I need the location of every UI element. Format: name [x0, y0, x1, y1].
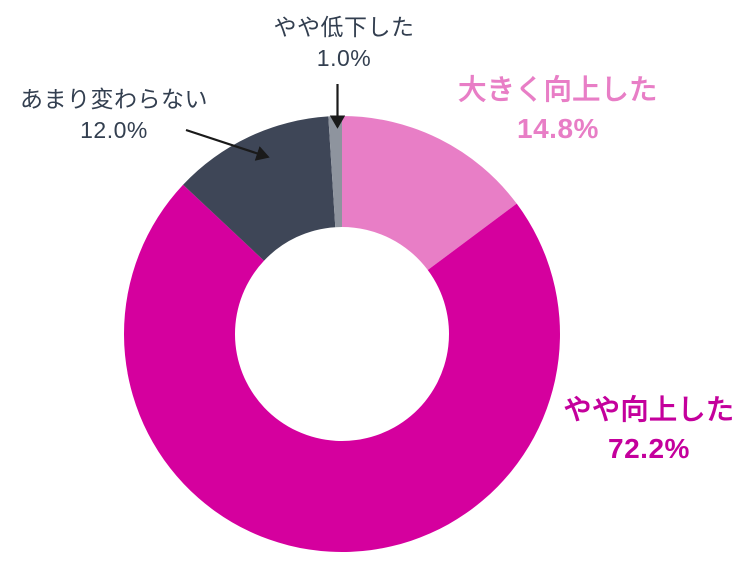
label-no-change: あまり変わらない 12.0% — [20, 84, 208, 146]
slice-slight-improvement — [123, 184, 560, 553]
slice-slight-decline — [328, 115, 342, 228]
label-slight-improvement-text: やや向上した — [563, 394, 735, 425]
label-big-improvement-text: 大きく向上した — [458, 74, 658, 105]
label-big-improvement: 大きく向上した 14.8% — [458, 70, 658, 148]
label-big-improvement-value: 14.8% — [517, 113, 599, 144]
slice-no-change — [183, 116, 336, 261]
donut-slices — [123, 115, 560, 553]
label-slight-decline-text: やや低下した — [273, 14, 415, 40]
slice-big-improvement — [342, 116, 517, 271]
leader-line-no-change — [185, 128, 270, 161]
label-slight-improvement: やや向上した 72.2% — [563, 390, 734, 468]
label-slight-decline-value: 1.0% — [316, 45, 372, 71]
label-no-change-value: 12.0% — [80, 117, 148, 143]
label-no-change-text: あまり変わらない — [20, 86, 208, 112]
label-slight-decline: やや低下した 1.0% — [274, 12, 415, 74]
label-slight-improvement-value: 72.2% — [608, 433, 690, 464]
